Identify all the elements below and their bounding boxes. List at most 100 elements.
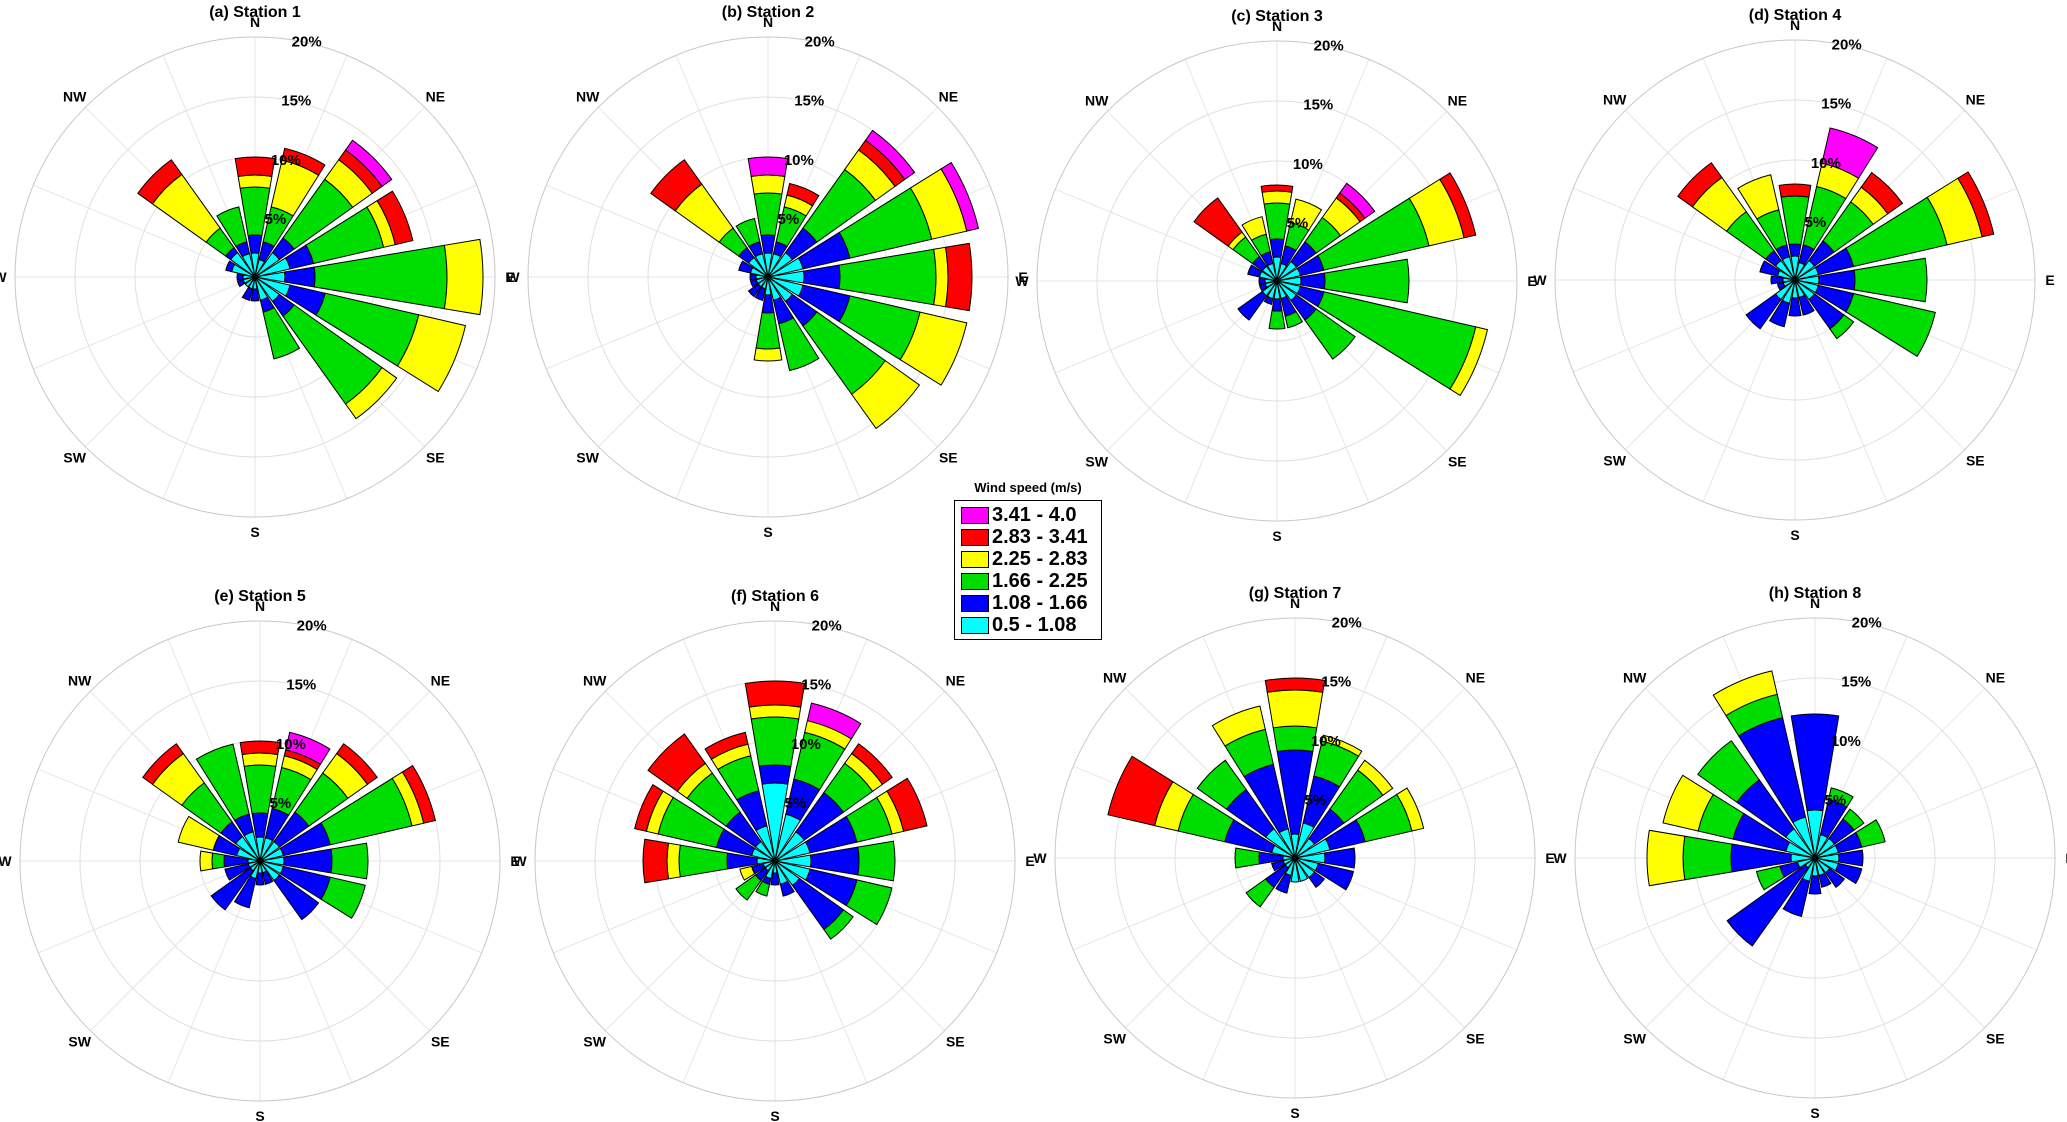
compass-label: S — [250, 524, 259, 540]
wind-wedge — [761, 294, 775, 314]
wind-wedge — [850, 359, 921, 430]
compass-label: E — [510, 853, 519, 869]
wind-wedge — [749, 279, 759, 288]
compass-label: NE — [1448, 93, 1467, 109]
wedge-group — [1646, 670, 1886, 947]
panel-title: (h) Station 8 — [1769, 585, 1862, 602]
compass-label: SW — [576, 449, 599, 465]
wind-wedge — [236, 273, 244, 281]
wind-wedge — [1755, 865, 1786, 891]
legend-swatch — [961, 506, 989, 524]
wind-wedge — [666, 842, 681, 880]
wind-wedge — [755, 311, 781, 350]
wind-wedge — [1842, 808, 1865, 831]
compass-label: NE — [426, 89, 445, 105]
wind-wedge — [806, 702, 862, 740]
wind-wedge — [1745, 293, 1782, 330]
compass-label: N — [1290, 595, 1300, 611]
compass-label: SE — [1448, 453, 1467, 469]
wind-wedge — [262, 306, 301, 360]
compass-label: NE — [1466, 670, 1485, 686]
wind-wedge — [401, 764, 436, 824]
wind-wedge — [1768, 299, 1791, 328]
wind-wedge — [1726, 864, 1809, 947]
compass-label: NW — [1603, 92, 1627, 108]
wind-wedge — [1396, 787, 1425, 832]
wedge-group — [1107, 677, 1425, 908]
wind-wedge — [1798, 294, 1815, 316]
compass-label: W — [1033, 850, 1047, 866]
grid-ring — [1054, 617, 1536, 1099]
wind-wedge — [634, 784, 664, 832]
ring-label: 10% — [791, 736, 821, 753]
compass-label: SW — [583, 1033, 606, 1049]
wind-wedge — [1855, 819, 1886, 848]
ring-label: 20% — [1852, 615, 1882, 632]
wind-wedge — [1776, 282, 1786, 291]
legend-swatch — [961, 616, 989, 634]
wind-wedge — [758, 764, 792, 785]
grid-ring — [1554, 39, 2036, 521]
legend-label: 1.08 - 1.66 — [992, 591, 1088, 614]
ring-label: 15% — [794, 93, 824, 110]
wind-wedge — [285, 731, 331, 766]
ring-label: 15% — [801, 677, 831, 694]
wind-wedge — [1439, 172, 1477, 239]
wind-wedge — [281, 147, 326, 176]
compass-label: S — [1810, 1105, 1819, 1121]
wind-wedge — [850, 743, 893, 786]
compass-label: SW — [63, 449, 86, 465]
panel-title: (b) Station 2 — [722, 4, 815, 21]
wind-wedge — [744, 680, 806, 708]
wind-wedge — [255, 872, 265, 886]
wind-wedge — [1294, 857, 1309, 882]
ring-label: 15% — [1821, 96, 1851, 113]
wind-wedge — [899, 311, 968, 386]
ring-label: 5% — [1805, 214, 1827, 231]
grid-ring — [14, 36, 496, 518]
legend-title: Wind speed (m/s) — [974, 480, 1082, 495]
wind-wedge — [735, 217, 761, 248]
wind-rose-panel: 5% 10% 15% 20% N NE E SE S SW W NW (f) Station 6 — [513, 588, 1034, 1122]
compass-label: W — [513, 853, 527, 869]
wind-wedge — [754, 286, 766, 301]
wind-rose-panel: 5% 10% 15% 20% N NE E SE S SW W NW (g) Station 7 — [1033, 585, 1554, 1121]
grid-ring — [1036, 40, 1518, 522]
wind-wedge — [802, 264, 841, 290]
compass-label: SW — [1603, 452, 1626, 468]
wind-wedge — [320, 876, 366, 919]
compass-label: NE — [431, 673, 450, 689]
panel-title: (c) Station 3 — [1231, 8, 1323, 25]
wind-wedge — [225, 260, 236, 273]
compass-label: SW — [1085, 453, 1108, 469]
legend-item: 1.66 - 2.25 — [961, 570, 1088, 592]
wind-wedge — [1211, 705, 1266, 747]
compass-label: SW — [68, 1033, 91, 1049]
wind-wedge — [1271, 860, 1286, 872]
wind-wedge — [1834, 862, 1863, 885]
panel-title: (e) Station 5 — [214, 588, 306, 605]
wind-wedge — [224, 863, 251, 881]
wind-wedge — [1357, 759, 1394, 796]
wind-wedge — [845, 879, 893, 926]
wind-wedge — [239, 740, 281, 756]
compass-label: E — [2065, 850, 2067, 866]
wind-wedge — [251, 812, 269, 838]
compass-label: NE — [1986, 670, 2005, 686]
compass-label: E — [1025, 853, 1034, 869]
wind-wedge — [1788, 297, 1802, 317]
wind-wedge — [443, 238, 484, 316]
wind-wedge — [1790, 713, 1840, 812]
wind-wedge — [779, 880, 795, 897]
compass-label: E — [1527, 273, 1536, 289]
compass-label: N — [763, 14, 773, 30]
wedge-group — [634, 680, 928, 940]
legend-item: 2.25 - 2.83 — [961, 548, 1088, 570]
wind-wedge — [1323, 258, 1410, 304]
wind-wedge — [234, 156, 276, 177]
wind-wedge — [678, 844, 729, 878]
compass-label: SE — [1466, 1030, 1485, 1046]
wind-wedge — [1778, 183, 1812, 198]
legend-label: 1.66 - 2.25 — [992, 569, 1088, 592]
